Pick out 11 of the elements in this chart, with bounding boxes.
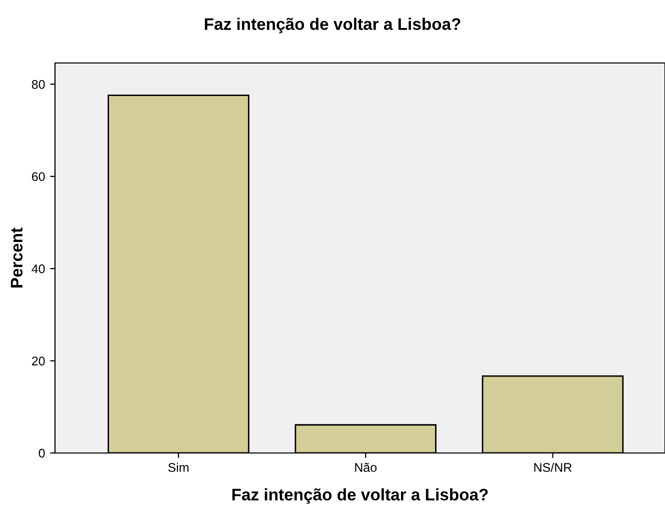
y-tick-label: 60 [32, 172, 45, 182]
y-tick-label: 0 [38, 448, 45, 458]
x-axis-title: Faz intenção de voltar a Lisboa? [232, 488, 488, 504]
y-axis-title: Percent [10, 228, 23, 288]
chart-title: Faz intenção de voltar a Lisboa? [204, 18, 460, 34]
x-tick-label: NS/NR [534, 462, 572, 472]
y-tick-label: 20 [32, 356, 45, 366]
y-tick-label: 80 [32, 80, 45, 89]
x-tick-label: Não [355, 462, 377, 472]
y-tick-label: 40 [32, 264, 45, 274]
x-tick-label: Sim [168, 462, 188, 472]
